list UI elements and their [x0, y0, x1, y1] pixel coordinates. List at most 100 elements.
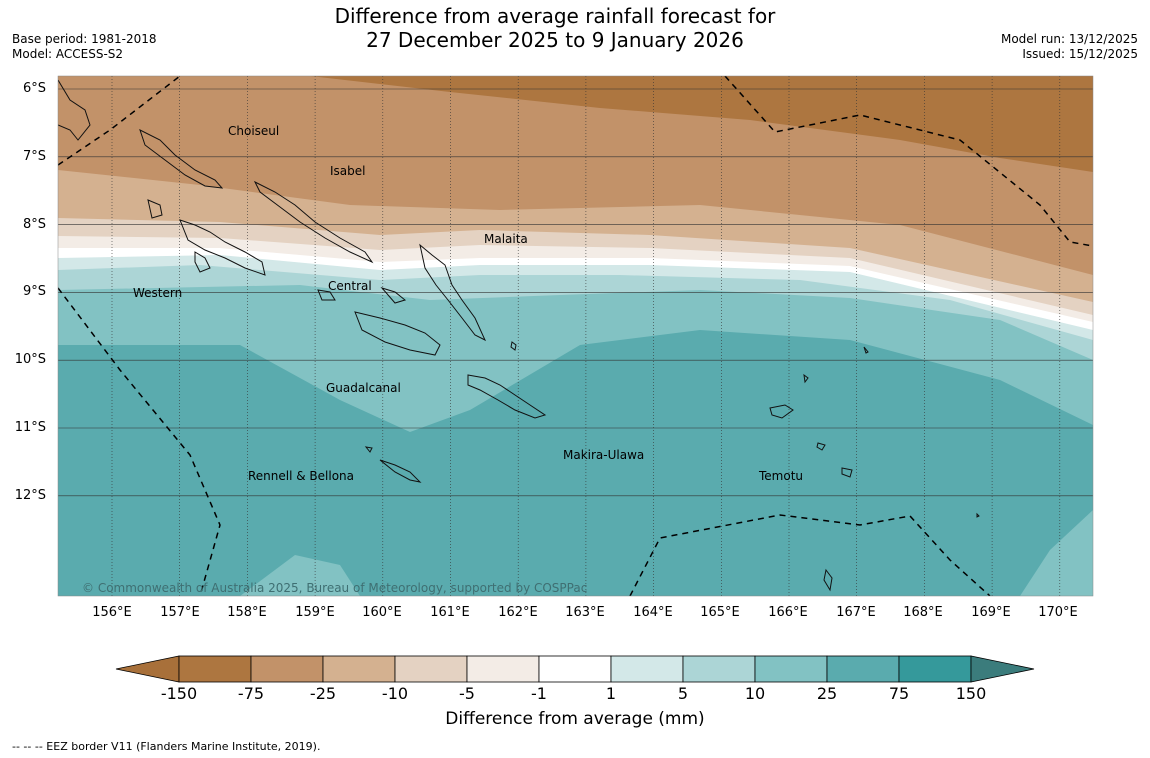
lon-label-166e: 166°E	[768, 605, 808, 620]
cb-tick-8: 10	[744, 684, 766, 703]
rendova-island	[194, 251, 211, 273]
meta-right: Model run: 13/12/2025 Issued: 15/12/2025	[1001, 32, 1138, 62]
band-minus150-minus75	[310, 76, 1093, 172]
region-rennell-bellona: Rennell & Bellona	[248, 469, 354, 483]
reef-island	[803, 373, 809, 384]
cb-tick-2: -25	[309, 684, 337, 703]
cb-tick-6: 1	[605, 684, 617, 703]
tikopia-island	[841, 467, 853, 478]
lat-label-10s: 10°S	[14, 352, 46, 367]
band-patch-south	[240, 555, 360, 596]
meta-left: Base period: 1981-2018 Model: ACCESS-S2	[12, 32, 157, 62]
coastlines	[58, 79, 980, 592]
colorbar-swatch	[682, 655, 756, 683]
lat-label-6s: 6°S	[22, 81, 46, 96]
region-isabel: Isabel	[330, 164, 365, 178]
eez-segment-nw	[58, 76, 181, 166]
issued-date: Issued: 15/12/2025	[1022, 47, 1138, 61]
lon-label-163e: 163°E	[565, 605, 605, 620]
lon-label-165e: 165°E	[700, 605, 740, 620]
bellona-island	[364, 446, 373, 453]
eez-segment-w	[58, 287, 221, 596]
vella-lavella-island	[147, 199, 163, 219]
lat-label-7s: 7°S	[22, 149, 46, 164]
lat-label-11s: 11°S	[14, 420, 46, 435]
colorbar	[115, 655, 1035, 683]
graticule	[58, 76, 1093, 596]
choiseul-island	[139, 129, 224, 189]
fatutaka-island	[976, 512, 980, 518]
lon-label-159e: 159°E	[295, 605, 335, 620]
cb-tick-4: -5	[459, 684, 475, 703]
title-line-2: 27 December 2025 to 9 January 2026	[366, 28, 744, 52]
vanikoro-island	[816, 442, 826, 451]
lon-label-161e: 161°E	[430, 605, 470, 620]
cb-tick-3: -10	[381, 684, 409, 703]
lat-label-8s: 8°S	[22, 217, 46, 232]
lon-label-160e: 160°E	[362, 605, 402, 620]
cb-tick-10: 75	[888, 684, 910, 703]
eez-legend-footer: -- -- -- EEZ border V11 (Flanders Marine…	[12, 740, 321, 753]
colorbar-swatch	[178, 655, 252, 683]
cb-tick-0: -150	[160, 684, 198, 703]
lon-label-168e: 168°E	[903, 605, 943, 620]
region-choiseul: Choiseul	[228, 124, 279, 138]
malaita-island	[419, 243, 487, 342]
cb-tick-7: 5	[677, 684, 689, 703]
colorbar-swatch	[898, 655, 972, 683]
map-frame	[57, 75, 1094, 597]
guadalcanal-island	[354, 311, 441, 356]
lon-label-170e: 170°E	[1038, 605, 1078, 620]
colorbar-title: Difference from average (mm)	[445, 709, 705, 729]
lon-label-167e: 167°E	[836, 605, 876, 620]
colorbar-swatch	[610, 655, 684, 683]
model-name: Model: ACCESS-S2	[12, 47, 124, 61]
lat-label-9s: 9°S	[22, 284, 46, 299]
lon-label-158e: 158°E	[227, 605, 267, 620]
eez-segment-s	[629, 514, 991, 596]
colorbar-swatch	[754, 655, 828, 683]
colorbar-high-extension	[970, 655, 1035, 683]
colorbar-swatch	[322, 655, 396, 683]
base-period: Base period: 1981-2018	[12, 32, 157, 46]
colorbar-swatch	[466, 655, 540, 683]
region-central: Central	[328, 279, 372, 293]
cb-tick-5: -1	[531, 684, 547, 703]
cb-tick-9: 25	[816, 684, 838, 703]
santa-cruz-island	[769, 404, 794, 419]
lat-label-12s: 12°S	[14, 488, 46, 503]
cb-tick-11: 150	[955, 684, 987, 703]
band-patch-east	[1020, 510, 1093, 596]
lon-label-157e: 157°E	[160, 605, 200, 620]
russell-island	[317, 289, 336, 301]
colorbar-swatch	[250, 655, 324, 683]
region-temotu: Temotu	[758, 469, 803, 483]
colorbar-swatch	[394, 655, 468, 683]
nggela-island	[380, 287, 407, 304]
copyright-text: © Commonwealth of Australia 2025, Bureau…	[82, 581, 587, 595]
makira-island	[467, 374, 547, 419]
colorbar-swatch	[826, 655, 900, 683]
bougainville-island	[58, 79, 91, 141]
model-run: Model run: 13/12/2025	[1000, 32, 1138, 46]
cb-tick-1: -75	[237, 684, 265, 703]
eez-border	[58, 76, 1093, 596]
lon-label-164e: 164°E	[633, 605, 673, 620]
title-line-1: Difference from average rainfall forecas…	[334, 4, 776, 28]
forecast-field	[58, 76, 1093, 596]
colorbar-low-extension	[115, 655, 180, 683]
lon-label-169e: 169°E	[971, 605, 1011, 620]
colorbar-swatch	[538, 655, 612, 683]
region-makira-ulawa: Makira-Ulawa	[563, 448, 644, 462]
ulawa-island	[510, 341, 517, 351]
duff-island	[863, 346, 869, 354]
region-labels: Choiseul Isabel Malaita Western Central …	[133, 124, 803, 483]
rennell-island	[379, 459, 422, 483]
lon-label-156e: 156°E	[92, 605, 132, 620]
isabel-island	[253, 180, 374, 264]
south-island	[823, 568, 833, 592]
new-georgia-island	[179, 219, 266, 276]
lon-label-162e: 162°E	[498, 605, 538, 620]
map-title: Difference from average rainfall forecas…	[300, 4, 810, 52]
eez-segment-ne	[724, 76, 1093, 247]
